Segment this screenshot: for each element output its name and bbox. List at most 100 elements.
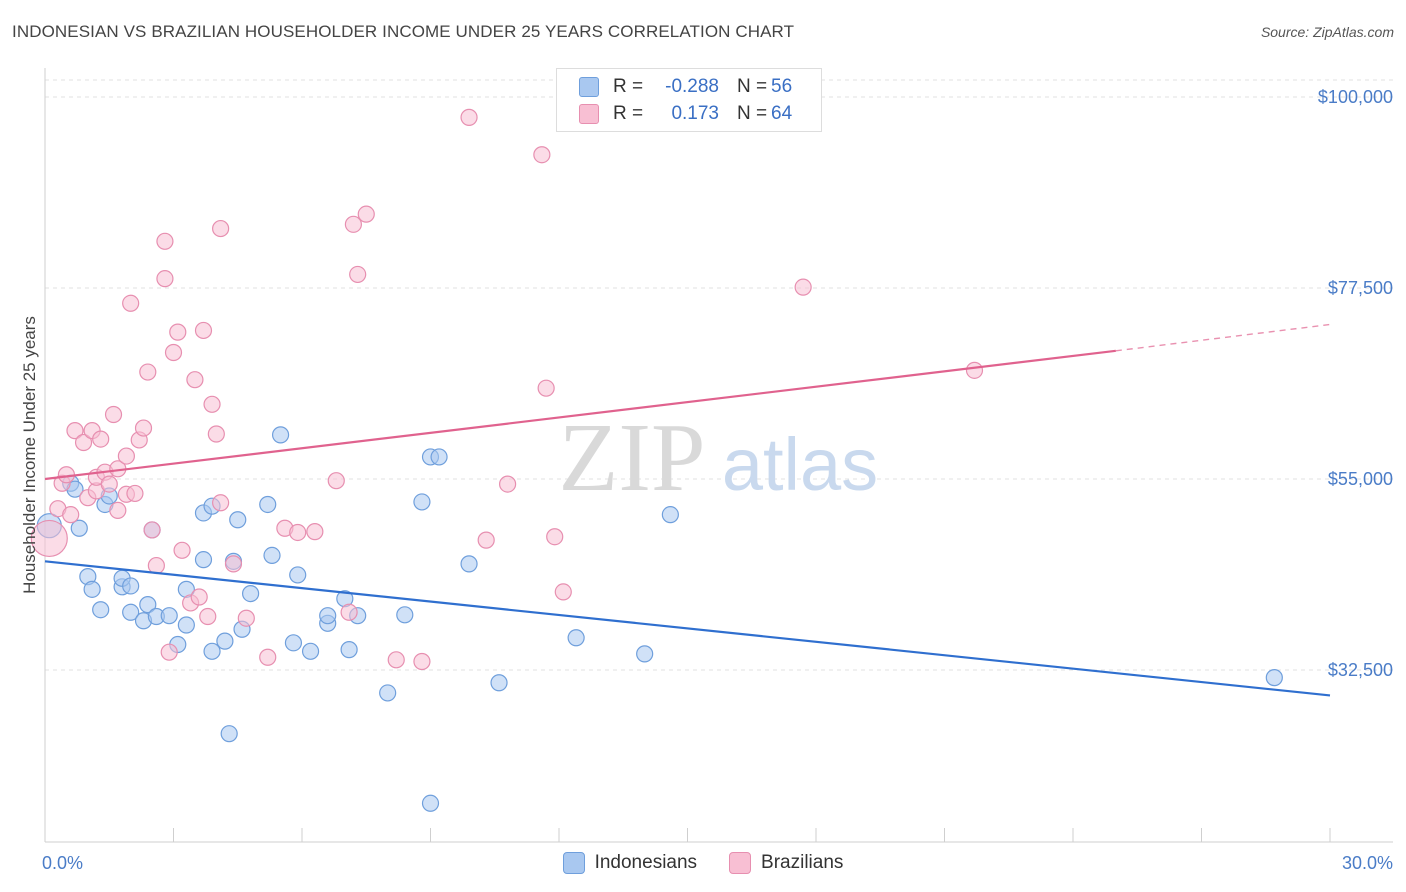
point-indonesians bbox=[1265, 669, 1283, 687]
point-brazilians bbox=[203, 395, 221, 413]
watermark-atlas: atlas bbox=[722, 423, 878, 506]
trend-line-indonesians bbox=[44, 560, 1331, 697]
point-indonesians bbox=[216, 632, 234, 650]
point-brazilians bbox=[160, 643, 178, 661]
point-indonesians bbox=[284, 634, 303, 652]
legend-row-brazilians: R = 0.173 N = 64 bbox=[579, 103, 792, 125]
point-brazilians bbox=[117, 447, 135, 465]
point-indonesians bbox=[160, 607, 178, 625]
point-brazilians bbox=[30, 519, 68, 558]
point-indonesians bbox=[139, 596, 157, 614]
point-brazilians bbox=[794, 278, 812, 296]
legend-swatch-brazilians bbox=[579, 104, 599, 124]
point-indonesians bbox=[396, 606, 414, 624]
point-brazilians bbox=[357, 205, 375, 223]
point-indonesians bbox=[340, 641, 358, 659]
point-brazilians bbox=[62, 506, 80, 524]
legend-n-value: 64 bbox=[771, 103, 793, 124]
tick-labels: $32,500 $55,000 $77,500 $100,000 0.0% 30.0% bbox=[42, 87, 1393, 873]
point-indonesians bbox=[203, 642, 221, 660]
point-brazilians bbox=[537, 379, 555, 397]
point-brazilians bbox=[477, 531, 495, 549]
point-brazilians bbox=[546, 528, 564, 546]
point-brazilians bbox=[289, 523, 307, 542]
point-brazilians bbox=[134, 419, 153, 437]
point-brazilians bbox=[344, 215, 362, 233]
point-brazilians bbox=[237, 609, 255, 627]
point-brazilians bbox=[327, 472, 345, 490]
legend-r-label: R = bbox=[613, 103, 644, 124]
point-indonesians bbox=[92, 601, 110, 619]
legend-swatch-indonesians bbox=[579, 77, 599, 97]
data-points bbox=[30, 108, 1283, 812]
point-indonesians bbox=[636, 645, 654, 663]
point-brazilians bbox=[173, 541, 191, 559]
point-brazilians bbox=[92, 430, 110, 448]
point-brazilians bbox=[139, 363, 157, 381]
watermark-zip: ZIP bbox=[559, 404, 706, 512]
chart-title: INDONESIAN VS BRAZILIAN HOUSEHOLDER INCO… bbox=[12, 22, 795, 41]
point-brazilians bbox=[212, 494, 230, 512]
point-brazilians bbox=[156, 232, 174, 250]
legend-n-value: 56 bbox=[771, 76, 793, 97]
series-swatch-indonesians bbox=[562, 852, 585, 874]
point-indonesians bbox=[220, 725, 238, 743]
series-swatch-brazilians bbox=[729, 852, 752, 874]
point-brazilians bbox=[259, 648, 277, 666]
point-indonesians bbox=[567, 629, 585, 647]
point-brazilians bbox=[109, 501, 127, 520]
watermark: ZIP atlas bbox=[559, 404, 879, 512]
trend-lines bbox=[44, 323, 1331, 697]
point-brazilians bbox=[156, 270, 174, 288]
point-brazilians bbox=[387, 651, 405, 669]
point-indonesians bbox=[319, 607, 337, 625]
trend-line-extension-brazilians bbox=[1115, 323, 1331, 352]
point-indonesians bbox=[430, 448, 448, 466]
point-brazilians bbox=[199, 607, 217, 626]
point-brazilians bbox=[460, 108, 478, 126]
point-indonesians bbox=[379, 684, 397, 702]
point-indonesians bbox=[413, 493, 431, 511]
point-brazilians bbox=[349, 265, 367, 284]
y-tick-label: $100,000 bbox=[1318, 87, 1393, 107]
point-brazilians bbox=[74, 433, 93, 452]
point-brazilians bbox=[306, 523, 324, 541]
point-brazilians bbox=[212, 219, 230, 238]
legend-r-value: 0.173 bbox=[671, 103, 719, 124]
point-brazilians bbox=[340, 603, 358, 621]
x-tick-label-max: 30.0% bbox=[1342, 853, 1393, 873]
y-tick-label: $32,500 bbox=[1328, 660, 1393, 680]
point-brazilians bbox=[164, 343, 183, 362]
point-indonesians bbox=[83, 580, 101, 598]
point-indonesians bbox=[242, 584, 260, 603]
point-brazilians bbox=[194, 321, 213, 340]
point-brazilians bbox=[554, 583, 572, 601]
point-indonesians bbox=[263, 546, 281, 565]
point-indonesians bbox=[229, 511, 247, 529]
point-brazilians bbox=[104, 405, 123, 424]
trend-line-brazilians bbox=[44, 349, 1116, 481]
series-legend-indonesians: Indonesians bbox=[562, 852, 697, 874]
point-indonesians bbox=[194, 551, 213, 569]
point-indonesians bbox=[271, 426, 290, 444]
legend-n-label: N = bbox=[737, 103, 768, 124]
y-axis-label: Householder Income Under 25 years bbox=[20, 316, 39, 594]
point-brazilians bbox=[207, 425, 225, 443]
stats-legend: R = -0.288 N = 56 R = 0.173 N = 64 bbox=[556, 68, 822, 132]
y-tick-label: $55,000 bbox=[1328, 469, 1393, 489]
point-indonesians bbox=[490, 674, 508, 692]
point-brazilians bbox=[224, 555, 243, 573]
point-brazilians bbox=[499, 475, 517, 493]
legend-n-label: N = bbox=[737, 76, 768, 97]
axes bbox=[44, 68, 1393, 843]
legend-r-value: -0.288 bbox=[665, 76, 719, 97]
point-indonesians bbox=[70, 519, 88, 537]
point-brazilians bbox=[66, 422, 84, 440]
point-brazilians bbox=[533, 146, 551, 164]
point-indonesians bbox=[460, 555, 478, 573]
point-indonesians bbox=[661, 506, 679, 524]
legend-r-label: R = bbox=[613, 76, 644, 97]
point-brazilians bbox=[169, 323, 187, 341]
point-brazilians bbox=[147, 556, 165, 575]
